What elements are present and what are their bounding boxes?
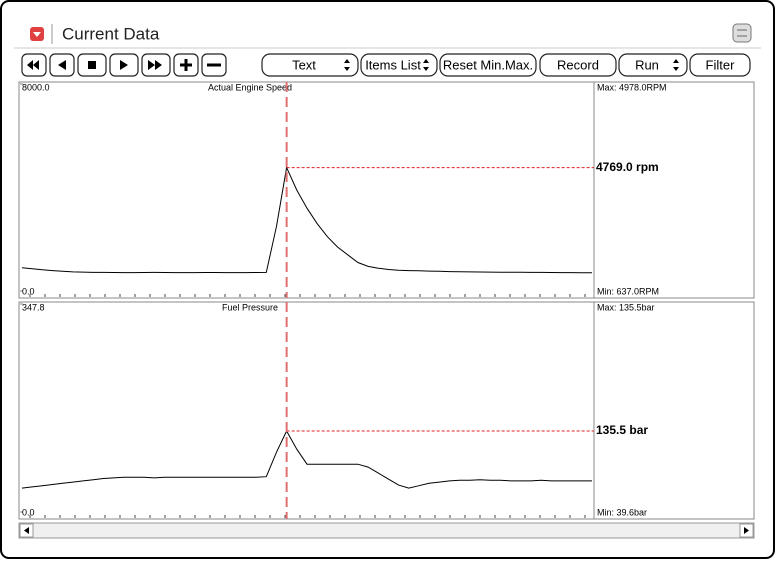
icon [744, 527, 749, 534]
data-line [21, 165, 593, 274]
chart-title: Actual Engine Speed [208, 82, 292, 92]
y-tick-label: 8000.0 [22, 82, 50, 92]
select-arrows [673, 59, 679, 71]
icon [58, 60, 66, 70]
toolbar-button[interactable] [360, 53, 438, 77]
toolbar-button[interactable] [689, 53, 751, 77]
y-tick-label: 0.0 [22, 286, 35, 296]
button-label: Run [635, 57, 659, 72]
button-label: Text [292, 57, 316, 72]
icon [148, 60, 162, 70]
button-label: Items List [365, 57, 421, 72]
icon [180, 59, 192, 71]
y-tick-label: 347.8 [22, 302, 45, 312]
cursor-label: 4769.0 rpm [596, 160, 659, 174]
charts: 0.0 8000.0 Actual Engine Speed Max: 4978.0R… [18, 81, 755, 520]
min-label: Min: 637.0RPM [597, 286, 659, 296]
data-line [21, 429, 592, 489]
chart-panel: 0.0 347.8 Fuel Pressure Max: 135.5bar Min: 3… [18, 301, 755, 520]
toolbar-button[interactable] [439, 53, 537, 77]
max-label: Max: 4978.0RPM [597, 82, 667, 92]
button-label: Filter [706, 57, 736, 72]
select-arrows [423, 59, 429, 71]
chart-panel: 0.0 8000.0 Actual Engine Speed Max: 4978.0R… [18, 81, 755, 299]
button-label: Reset Min.Max. [443, 57, 533, 72]
icon [27, 60, 39, 70]
icon [120, 60, 128, 70]
icon [24, 527, 29, 534]
icon [88, 61, 96, 69]
toolbar-button[interactable] [261, 53, 359, 77]
window-title: Current Data [62, 24, 160, 43]
media-controls [21, 53, 227, 77]
collapse-arrow [33, 32, 41, 37]
y-tick-label: 0.0 [22, 507, 35, 517]
cursor-label: 135.5 bar [596, 423, 648, 437]
panel-frame [18, 81, 755, 299]
chart-title: Fuel Pressure [222, 302, 278, 312]
button-label: Record [557, 57, 599, 72]
menu-icon[interactable] [732, 23, 752, 43]
panel-frame [18, 301, 755, 520]
scrollbar[interactable] [18, 522, 755, 539]
select-arrows [344, 59, 350, 71]
toolbar: Text Items List Reset Min.Max. Record Run Fil… [261, 53, 751, 77]
max-label: Max: 135.5bar [597, 302, 655, 312]
toolbar-button[interactable] [618, 53, 688, 77]
min-label: Min: 39.6bar [597, 507, 647, 517]
toolbar-button[interactable] [539, 53, 617, 77]
